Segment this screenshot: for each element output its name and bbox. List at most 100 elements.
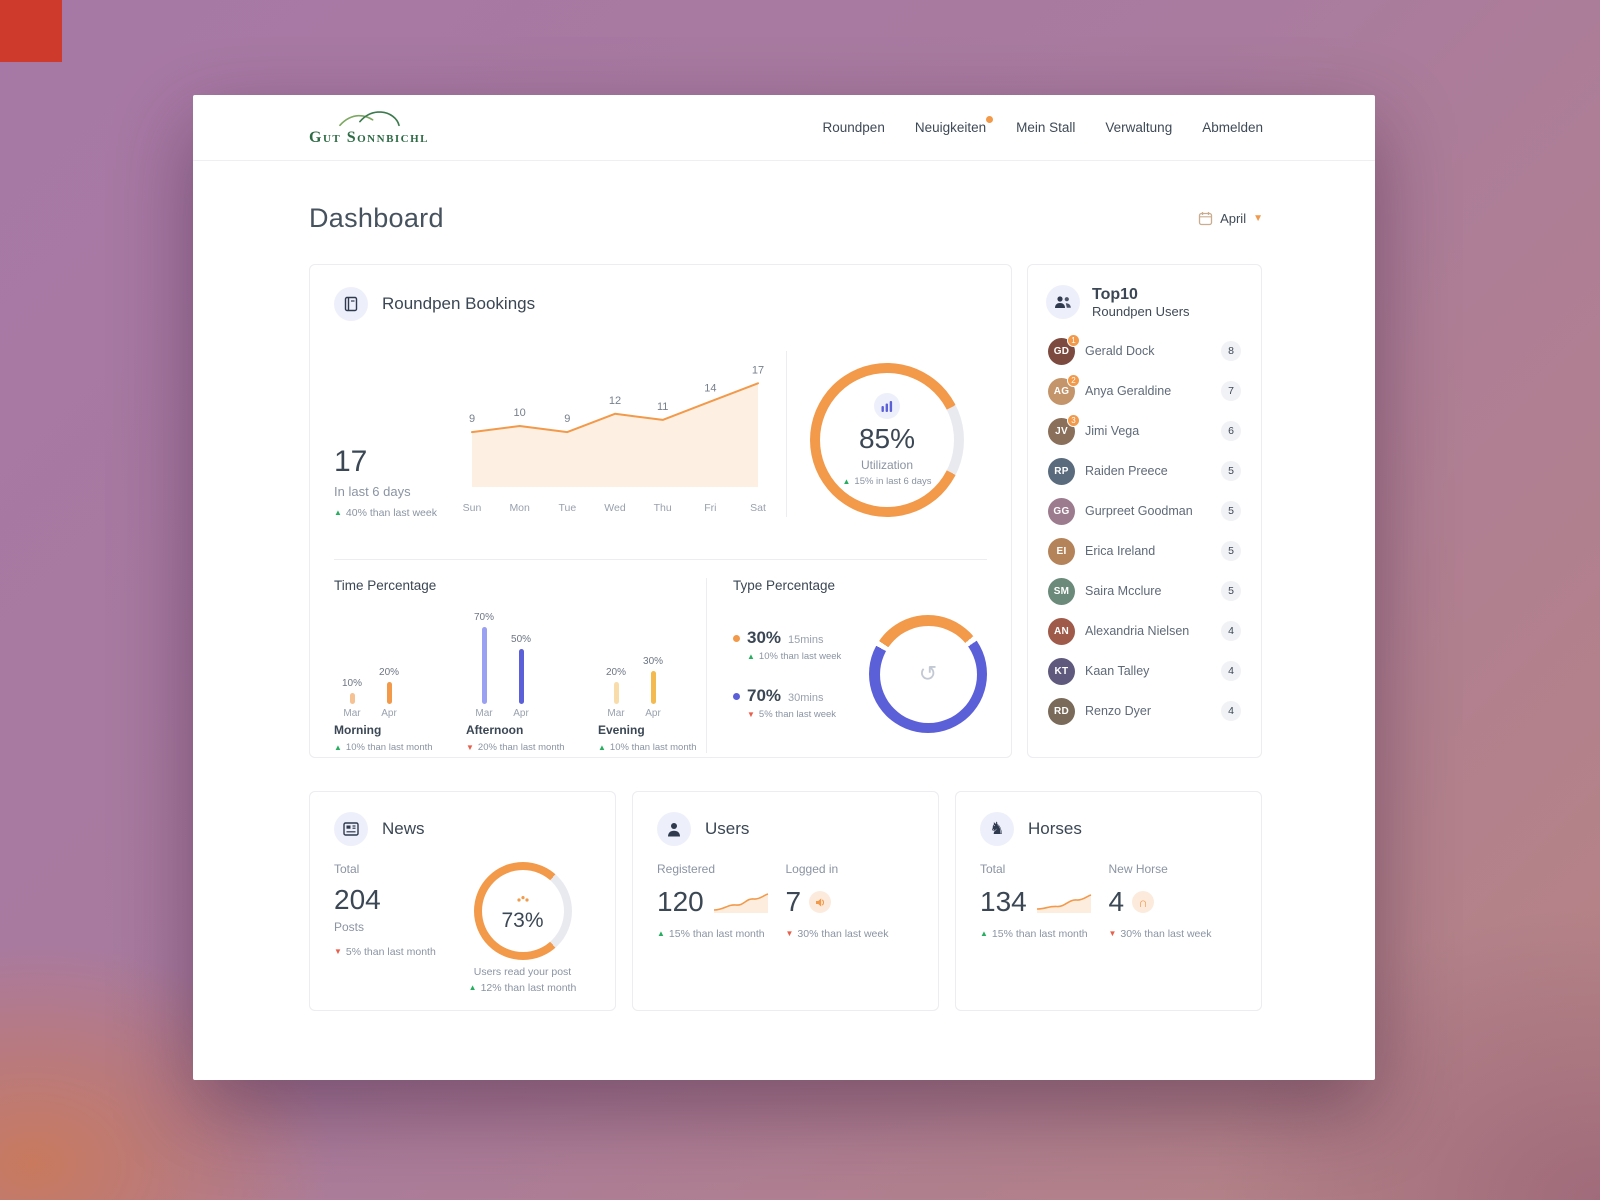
time-group-afternoon: 70% Mar 50% Apr Afternoon ▼ 20% than last m…: [466, 601, 568, 753]
top-user-row: JV 3 Jimi Vega 6: [1046, 411, 1243, 451]
type-percentage-section: Type Percentage 30% 15mins ▲ 10% than last…: [733, 578, 987, 753]
rank-badge: 1: [1067, 333, 1080, 347]
svg-text:17: 17: [752, 364, 764, 376]
user-name: Anya Geraldine: [1085, 384, 1172, 399]
user-name: Erica Ireland: [1085, 544, 1156, 559]
new-horse-value: 4: [1108, 886, 1125, 917]
group-delta: ▲ 10% than last month: [598, 742, 697, 753]
avatar: KT: [1048, 657, 1075, 685]
registered-value: 120: [657, 886, 704, 917]
section-title: Type Percentage: [733, 578, 836, 593]
user-name: Jimi Vega: [1085, 424, 1140, 439]
bar-mar: [349, 693, 355, 704]
user-name: Renzo Dyer: [1085, 704, 1151, 719]
trend-arrow: ▲: [657, 929, 665, 938]
avatar: RP: [1048, 457, 1075, 485]
svg-text:Thu: Thu: [654, 502, 672, 514]
utilization-delta: ▲ 15% in last 6 days: [842, 476, 932, 487]
bookings-book-icon: [334, 287, 368, 321]
top-user-row: AN Alexandria Nielsen 4: [1046, 611, 1243, 651]
card-title: News: [382, 819, 425, 838]
avatar: GD 1: [1048, 333, 1080, 365]
type-legend-30mins: 70% 30mins ▼ 5% than last week: [733, 686, 845, 720]
avatar: RD: [1048, 697, 1075, 725]
avatar: EI: [1048, 537, 1075, 565]
nav-item-abmelden[interactable]: Abmelden: [1202, 120, 1263, 135]
nav-item-verwaltung[interactable]: Verwaltung: [1105, 120, 1173, 135]
card-title: Horses: [1028, 819, 1082, 838]
svg-text:12: 12: [609, 395, 621, 407]
booking-count-badge: 8: [1221, 341, 1241, 362]
top-user-row: RD Renzo Dyer 4: [1046, 691, 1243, 731]
news-card: News Total 204 Posts ▼ 5% than last month: [309, 791, 616, 1011]
group-name: Afternoon: [466, 723, 524, 737]
logged-in-value: 7: [785, 886, 802, 917]
legend-dot: [733, 692, 740, 700]
logo-swoosh-icon: [339, 111, 400, 127]
trend-arrow: ▲: [334, 742, 342, 752]
horse-icon: ♞: [980, 812, 1014, 846]
booking-count-badge: 4: [1221, 661, 1241, 682]
svg-text:Sat: Sat: [750, 502, 766, 514]
top-users-list: GD 1 Gerald Dock 8 AG 2 Anya Geraldine 7 J…: [1046, 331, 1243, 731]
booking-count-badge: 5: [1221, 541, 1241, 562]
card-subtitle: Roundpen Users: [1092, 304, 1190, 320]
horses-card: ♞ Horses Total 134 ▲ 15% than last: [955, 791, 1262, 1011]
top-user-row: AG 2 Anya Geraldine 7: [1046, 371, 1243, 411]
svg-text:Mon: Mon: [509, 502, 530, 514]
time-percentage-section: Time Percentage 10% Mar 20% Apr Morning ▲ 1…: [334, 578, 706, 753]
section-title: Time Percentage: [334, 578, 437, 593]
bookings-total-stat: 17 In last 6 days ▲ 40% than last week: [334, 337, 458, 543]
nav-item-neuigkeiten[interactable]: Neuigkeiten: [915, 116, 994, 135]
chevron-down-icon: ▼: [1253, 213, 1263, 224]
registered-users-stat: Registered 120 ▲ 15% than last month: [657, 862, 786, 940]
bookings-line-chart: 9 10 9 12 11 14 17 Sun Mon Tue Wed Thu Fri Sat: [458, 337, 770, 543]
nav-item-roundpen[interactable]: Roundpen: [822, 120, 885, 135]
type-percentage-donut: ↺: [869, 615, 987, 733]
stat-label: In last 6 days: [334, 484, 411, 499]
news-delta: ▼ 5% than last month: [334, 946, 436, 958]
page-title: Dashboard: [309, 203, 444, 233]
read-rate-gauge: 73%: [473, 862, 572, 960]
user-name: Gurpreet Goodman: [1085, 504, 1193, 519]
trend-arrow: ▲: [468, 983, 477, 992]
trend-arrow: ▼: [785, 929, 794, 938]
bar-chart-icon: [874, 393, 900, 419]
bar-apr: [518, 649, 524, 704]
new-horse-stat: New Horse 4 ∩ ▼ 30% than last week: [1108, 862, 1212, 940]
news-icon: [334, 812, 368, 846]
nav-item-mein-stall[interactable]: Mein Stall: [1016, 120, 1076, 135]
dashboard-content: Dashboard April ▼ Roundpen Bo: [193, 161, 1375, 1011]
period-selector[interactable]: April ▼: [1198, 211, 1263, 226]
brand-logo[interactable]: Gut Sonnbichl: [309, 108, 429, 147]
sparkline: [713, 893, 768, 913]
utilization-value: 85%: [858, 423, 916, 454]
history-icon: ↺: [918, 661, 938, 686]
rank-badge: 3: [1067, 413, 1080, 427]
user-name: Raiden Preece: [1085, 464, 1168, 479]
booking-count-badge: 5: [1221, 581, 1241, 602]
booking-count-badge: 5: [1221, 461, 1241, 482]
divider: [706, 578, 707, 753]
main-nav: Roundpen Neuigkeiten Mein Stall Verwaltu…: [822, 116, 1263, 135]
divider: [334, 559, 987, 560]
svg-text:Wed: Wed: [604, 502, 626, 514]
trend-arrow: ▼: [1108, 929, 1117, 938]
trend-arrow: ▲: [334, 508, 342, 517]
users-card: Users Registered 120 ▲ 15% than last mont…: [632, 791, 939, 1011]
app-window: Gut Sonnbichl Roundpen Neuigkeiten Mein …: [193, 95, 1375, 1080]
group-delta: ▲ 10% than last month: [334, 742, 433, 753]
bar-apr: [650, 671, 656, 704]
group-delta: ▼ 20% than last month: [466, 742, 565, 753]
news-total-value: 204: [334, 884, 381, 915]
svg-text:9: 9: [469, 413, 475, 425]
user-icon: [657, 812, 691, 846]
svg-text:14: 14: [704, 383, 716, 395]
trend-arrow: ▼: [466, 742, 474, 752]
top-user-row: GD 1 Gerald Dock 8: [1046, 331, 1243, 371]
utilization-gauge: 85% Utilization ▲ 15% in last 6 days: [810, 363, 964, 517]
speaker-icon: [809, 891, 832, 913]
brand-name: Gut Sonnbichl: [309, 129, 430, 146]
divider: [786, 351, 787, 517]
card-title: Top10: [1092, 286, 1138, 303]
